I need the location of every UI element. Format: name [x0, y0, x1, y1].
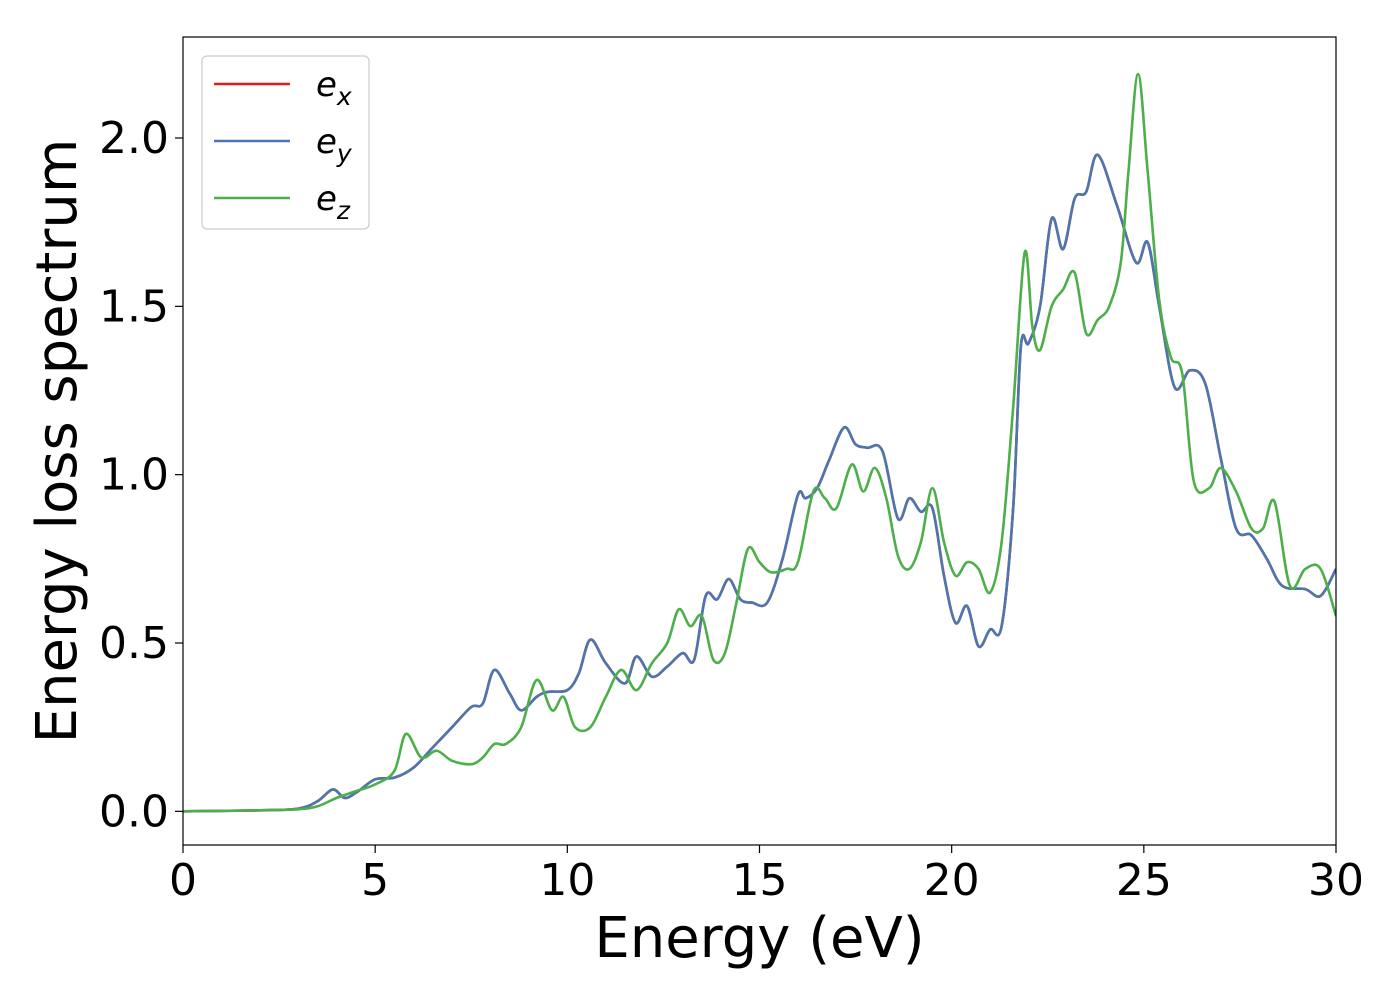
x-tick-label: 10 [539, 855, 595, 906]
y-tick-label: 0.0 [99, 786, 169, 837]
x-tick-label: 20 [924, 855, 980, 906]
series-line-ex [183, 153, 1336, 813]
legend-box [201, 55, 370, 230]
series-layer [183, 72, 1336, 813]
y-tick-label: 1.5 [99, 281, 169, 332]
legend-entry-ey: ey [316, 122, 353, 168]
x-axis: 0 5 10 15 20 25 30 [169, 845, 1364, 906]
x-tick-label: 25 [1116, 855, 1172, 906]
legend-entry-ex: ex [316, 65, 352, 111]
x-tick-label: 0 [169, 855, 197, 906]
legend-entry-ez: ez [316, 179, 351, 225]
x-axis-label: Energy (eV) [594, 906, 924, 971]
y-tick-label: 0.5 [99, 618, 169, 669]
y-axis: 0.0 0.5 1.0 1.5 2.0 [99, 113, 183, 837]
x-tick-label: 15 [732, 855, 788, 906]
y-tick-label: 1.0 [99, 450, 169, 501]
y-axis-label: Energy loss spectrum [25, 139, 90, 744]
legend: ex ey ez [201, 55, 370, 230]
y-tick-label: 2.0 [99, 113, 169, 164]
x-tick-label: 5 [361, 855, 389, 906]
series-line-ez [183, 72, 1336, 813]
series-line-ey [183, 153, 1336, 813]
x-tick-label: 30 [1308, 855, 1364, 906]
